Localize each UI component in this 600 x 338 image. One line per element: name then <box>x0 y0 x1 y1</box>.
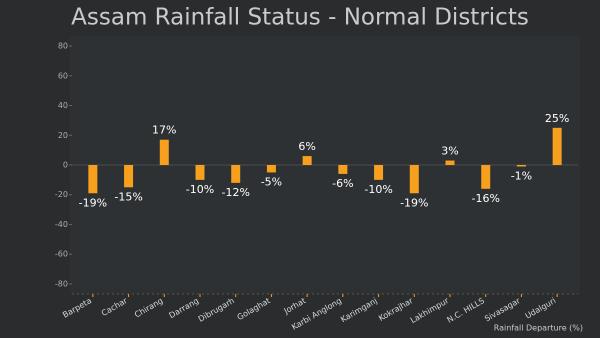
bar <box>481 165 491 189</box>
bar <box>231 165 241 183</box>
bar <box>338 165 348 174</box>
value-label: -1% <box>511 169 532 182</box>
y-tick-label: 60 <box>58 71 68 80</box>
value-label: -15% <box>114 190 142 203</box>
x-axis-title: Rainfall Departure (%) <box>494 324 583 333</box>
y-tick-label: 80 <box>58 42 68 51</box>
bar <box>266 165 276 173</box>
bar <box>374 165 384 180</box>
bar <box>445 160 455 165</box>
bar <box>409 165 419 194</box>
value-label: -16% <box>472 192 500 205</box>
value-label: -19% <box>79 196 107 209</box>
value-label: -10% <box>186 183 214 196</box>
bar <box>159 139 169 165</box>
bar <box>302 156 312 165</box>
value-label: -10% <box>364 183 392 196</box>
value-label: -19% <box>400 196 428 209</box>
value-label: 3% <box>441 145 458 158</box>
bar <box>88 165 98 194</box>
chart-title: Assam Rainfall Status - Normal Districts <box>71 5 529 31</box>
value-label: 25% <box>545 112 569 125</box>
y-tick-label: 20 <box>58 131 68 140</box>
bar <box>516 165 526 167</box>
y-tick-label: 40 <box>58 101 68 110</box>
value-label: -6% <box>332 177 353 190</box>
y-tick-label: 0 <box>63 161 68 170</box>
bar <box>195 165 205 180</box>
y-tick-label: -40 <box>55 220 68 229</box>
value-label: -12% <box>222 186 250 199</box>
value-label: -5% <box>261 175 282 188</box>
value-label: 6% <box>298 140 315 153</box>
y-tick-label: -80 <box>55 279 68 288</box>
y-tick-label: -20 <box>55 190 68 199</box>
bar <box>124 165 134 188</box>
bar <box>552 127 562 165</box>
value-label: 17% <box>152 124 176 137</box>
y-tick-label: -60 <box>55 250 68 259</box>
